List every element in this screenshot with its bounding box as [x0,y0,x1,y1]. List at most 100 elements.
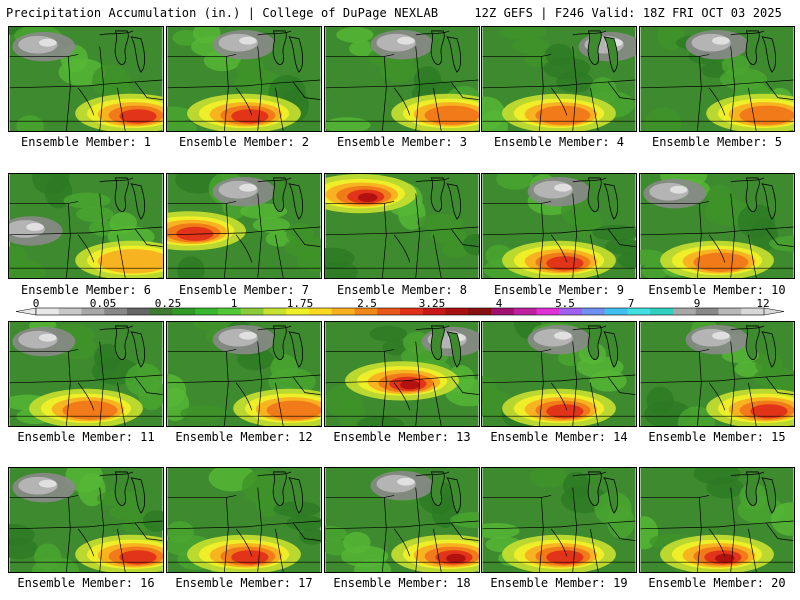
state-border [393,87,411,116]
state-border [99,193,105,278]
precip-contour-light [641,263,669,278]
state-border [539,203,544,278]
state-border [640,349,710,352]
state-border [640,85,719,89]
state-border [9,232,88,236]
precip-contour-light [109,504,147,520]
ensemble-member-label: Ensemble Member: 8 [336,283,468,297]
state-border [393,234,411,263]
ensemble-member-label: Ensemble Member: 13 [333,430,471,444]
ensemble-map-panel [639,173,795,279]
state-border [590,87,599,131]
colorbar-tick-label: 1.75 [286,297,314,310]
trace-region-lightest [397,36,415,45]
state-border [550,234,568,263]
ensemble-map-panel [324,467,480,573]
precip-contour-light [644,107,682,131]
state-border [235,382,253,411]
state-border [382,56,387,131]
state-border [66,56,71,131]
state-border [640,495,710,498]
state-border [560,520,636,528]
ensemble-map-panel [166,173,322,279]
state-border [482,85,561,89]
state-border [730,46,736,131]
state-border [77,234,95,263]
colorbar-swatch [582,308,606,315]
precip-contour-light [482,96,506,131]
ensemble-map-panel [8,467,164,573]
state-border [765,522,794,541]
colorbar-swatch [172,308,196,315]
state-border [393,528,411,557]
state-border [325,232,404,236]
precip-band-level-3 [119,550,157,565]
state-border [403,374,479,382]
state-border [433,234,442,278]
precip-map [167,322,321,426]
colorbar-swatch [263,308,287,315]
precip-contour-light [325,384,363,419]
precip-band-level-4 [446,553,466,563]
precip-contour-light [167,520,194,543]
colorbar-tick-label: 9 [693,297,701,310]
state-border [134,376,163,395]
trace-region-lightest [239,36,257,45]
great-lakes-outline [415,471,462,514]
state-border [697,497,702,572]
state-border [257,341,263,426]
colorbar-swatch [513,308,537,315]
state-border [245,374,321,382]
precip-band-level-4 [400,380,420,390]
precip-contour-light [122,518,150,534]
colorbar-swatch [331,308,355,315]
colorbar-swatch [491,308,515,315]
state-border [275,234,284,278]
state-border [224,56,229,131]
precip-contour-light [442,241,470,258]
precip-map [640,174,794,278]
precip-contour-light [270,354,298,382]
precip-map [9,322,163,426]
precip-map [167,174,321,278]
state-border [275,528,284,572]
colorbar-swatch [673,308,697,315]
precip-contour-light [76,206,114,223]
state-border [235,234,253,263]
state-border [560,374,636,382]
ensemble-member-label: Ensemble Member: 10 [648,283,786,297]
colorbar-swatch [377,308,401,315]
state-border [403,226,479,234]
state-border [292,228,321,247]
state-border [450,376,479,395]
precip-contour-light [770,502,794,536]
precip-contour-light [167,106,194,123]
precip-band-level-3 [750,404,788,419]
state-border [730,341,736,426]
state-border [550,382,568,411]
state-border [167,380,246,384]
colorbar-swatch [468,308,492,315]
precip-map [640,27,794,131]
colorbar-swatch [604,308,628,315]
precip-contour-light [693,468,741,485]
precip-contour-light [646,386,674,415]
state-border [607,81,636,100]
colorbar-swatch [309,308,333,315]
state-border [572,487,578,572]
colorbar-tick-label: 0.05 [89,297,117,310]
state-border [403,79,479,87]
state-border [77,87,95,116]
colorbar-swatch [422,308,446,315]
state-border [560,226,636,234]
state-border [415,341,421,426]
trace-region-lightest [712,36,730,45]
precip-map [482,27,636,131]
state-border [224,351,229,426]
precip-contour-light [356,416,404,426]
precip-contour-light [382,339,410,356]
state-border [450,522,479,541]
precip-contour-light [562,471,591,500]
precip-contour-light [721,54,750,77]
state-border [325,201,395,204]
